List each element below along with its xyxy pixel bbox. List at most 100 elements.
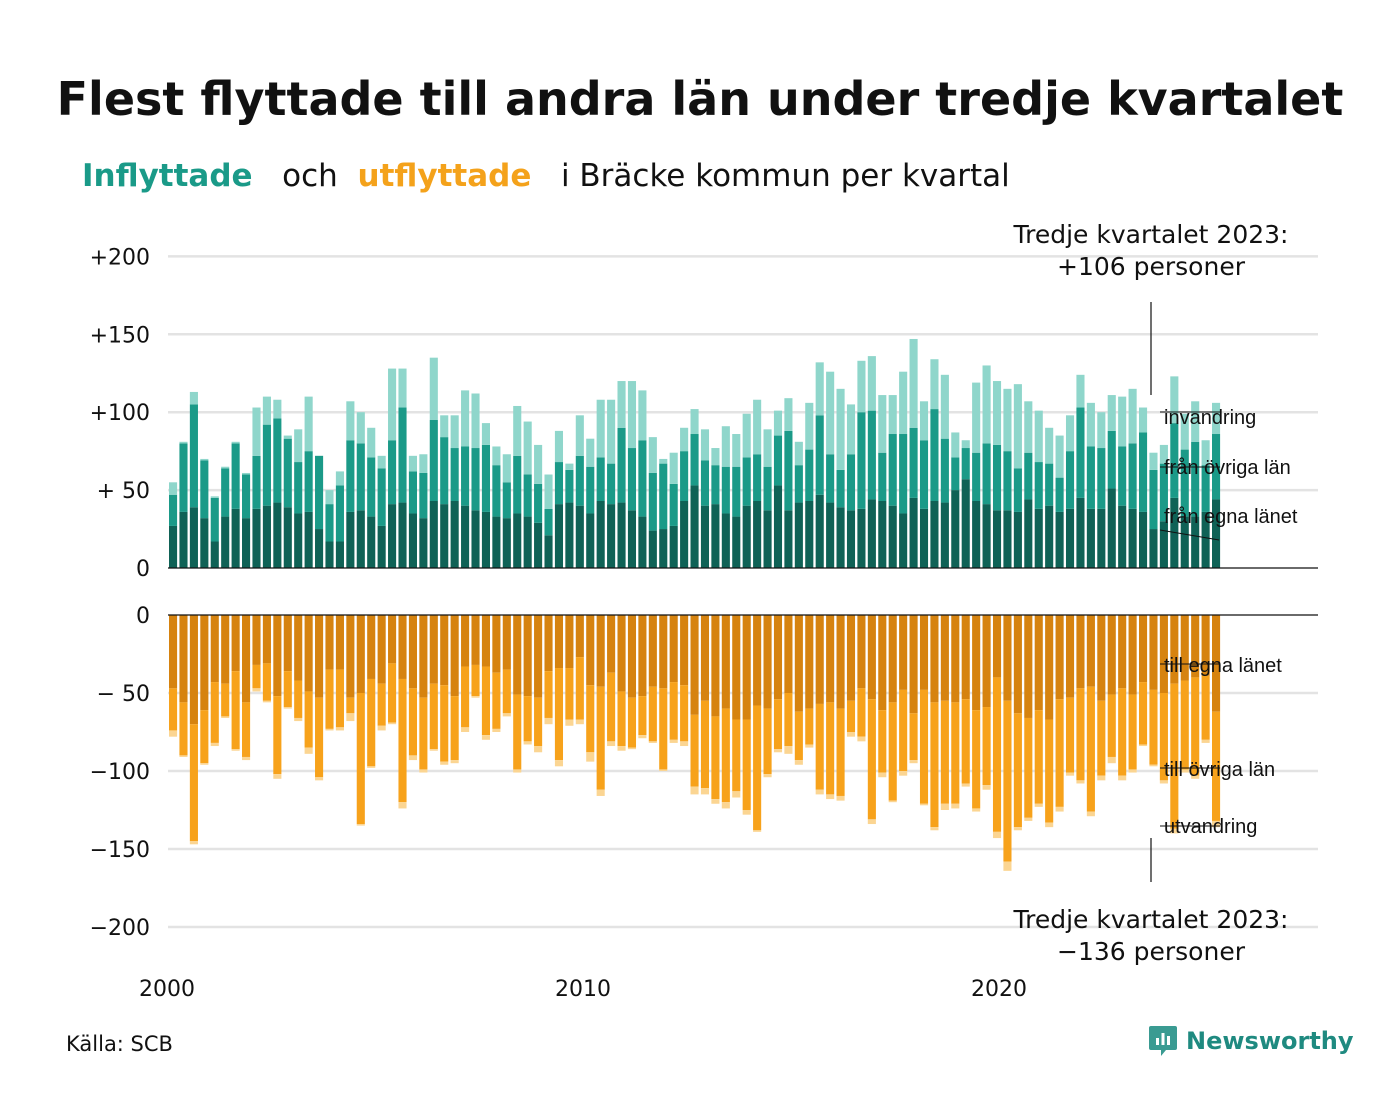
bar-out-ovriga — [502, 669, 511, 714]
bar-in-ovriga — [596, 457, 605, 502]
bar-in-ovriga — [1034, 462, 1043, 509]
bar-out-ovriga — [200, 710, 209, 764]
bar-out-utvandring — [429, 749, 438, 751]
bar-out-ovriga — [429, 683, 438, 750]
bar-in-invandring — [554, 430, 564, 463]
bar-out-egna — [1086, 615, 1095, 687]
bar-in-egna — [763, 510, 772, 568]
bar-out-egna — [867, 615, 876, 700]
bar-in-invandring — [388, 368, 397, 441]
bar-out-egna — [1013, 615, 1022, 714]
bar-out-utvandring — [930, 827, 939, 831]
bar-in-invandring — [742, 413, 751, 458]
bar-out-ovriga — [1201, 675, 1210, 740]
bar-out-egna — [221, 615, 230, 684]
bar-out-egna — [627, 615, 637, 698]
bar-out-utvandring — [826, 794, 835, 800]
bar-in-egna — [1128, 508, 1137, 568]
bar-in-egna — [335, 541, 344, 568]
bar-out-utvandring — [523, 741, 532, 745]
bar-out-egna — [794, 615, 803, 712]
bar-out-egna — [753, 615, 762, 706]
bar-in-egna — [492, 516, 501, 568]
bar-in-egna — [565, 502, 574, 568]
bar-out-egna — [1159, 615, 1168, 693]
bar-in-egna — [648, 530, 657, 568]
bar-out-utvandring — [1170, 828, 1179, 834]
bar-in-ovriga — [252, 455, 261, 509]
bar-out-utvandring — [1055, 806, 1064, 812]
bar-in-invandring — [586, 438, 595, 467]
bar-out-egna — [1055, 615, 1064, 700]
bar-in-egna — [1191, 516, 1200, 568]
bar-in-invandring — [356, 412, 365, 444]
bar-in-invandring — [210, 496, 219, 498]
bar-in-invandring — [773, 410, 783, 436]
bar-in-ovriga — [461, 446, 470, 506]
bar-out-utvandring — [607, 741, 616, 747]
bar-out-ovriga — [846, 700, 856, 732]
bar-in-egna — [773, 485, 783, 568]
bar-in-egna — [1149, 529, 1158, 568]
bar-in-ovriga — [1076, 407, 1085, 498]
bar-out-ovriga — [742, 719, 751, 810]
bar-in-egna — [1034, 508, 1043, 568]
bar-out-utvandring — [951, 803, 960, 809]
bar-out-ovriga — [461, 666, 470, 728]
bar-out-utvandring — [961, 783, 970, 787]
bar-out-egna — [335, 615, 344, 670]
bar-out-utvandring — [315, 777, 324, 781]
bar-in-ovriga — [1024, 452, 1033, 500]
bar-in-ovriga — [826, 454, 835, 503]
bar-in-invandring — [408, 455, 417, 472]
bar-out-utvandring — [690, 786, 699, 795]
bar-out-egna — [273, 615, 282, 697]
bar-out-utvandring — [586, 752, 595, 762]
bar-out-ovriga — [179, 702, 188, 756]
bar-in-invandring — [242, 472, 251, 475]
bar-in-egna — [242, 518, 251, 568]
bar-in-invandring — [262, 396, 271, 425]
bar-in-invandring — [1013, 384, 1022, 469]
bar-in-invandring — [857, 360, 866, 413]
bar-out-egna — [419, 615, 428, 698]
bars-inflyttade — [169, 338, 1221, 568]
bar-out-utvandring — [1045, 822, 1054, 828]
bar-out-ovriga — [815, 703, 824, 790]
bar-in-egna — [1159, 521, 1168, 568]
bar-in-invandring — [523, 421, 532, 475]
bar-out-egna — [763, 615, 772, 709]
bar-in-ovriga — [899, 434, 908, 514]
bar-in-invandring — [1024, 401, 1033, 453]
bar-in-ovriga — [534, 483, 543, 523]
bar-in-invandring — [252, 407, 261, 456]
bar-out-ovriga — [805, 708, 814, 745]
bar-in-invandring — [1086, 402, 1095, 447]
bar-in-invandring — [294, 429, 303, 463]
bar-out-ovriga — [961, 699, 970, 784]
bar-in-egna — [262, 505, 271, 568]
bar-in-egna — [659, 529, 668, 568]
bar-out-egna — [242, 615, 251, 703]
bar-in-invandring — [1138, 407, 1148, 433]
bar-in-egna — [586, 513, 595, 568]
bar-out-utvandring — [669, 739, 678, 743]
bar-in-egna — [419, 518, 428, 568]
bar-out-utvandring — [304, 747, 313, 754]
bar-in-egna — [805, 501, 814, 568]
bar-in-egna — [961, 479, 970, 568]
bar-in-ovriga — [262, 424, 271, 506]
bar-out-ovriga — [992, 677, 1002, 832]
bar-out-egna — [784, 615, 793, 693]
bar-in-invandring — [940, 374, 949, 439]
bar-in-ovriga — [940, 438, 949, 503]
bar-in-ovriga — [304, 451, 313, 512]
bar-out-ovriga — [1149, 689, 1158, 765]
bar-in-ovriga — [888, 434, 897, 506]
bar-in-egna — [273, 502, 282, 568]
bar-in-invandring — [638, 390, 647, 441]
bar-in-invandring — [502, 454, 511, 483]
bar-out-ovriga — [711, 716, 720, 800]
bar-out-ovriga — [794, 711, 803, 761]
bar-in-ovriga — [1086, 446, 1095, 509]
